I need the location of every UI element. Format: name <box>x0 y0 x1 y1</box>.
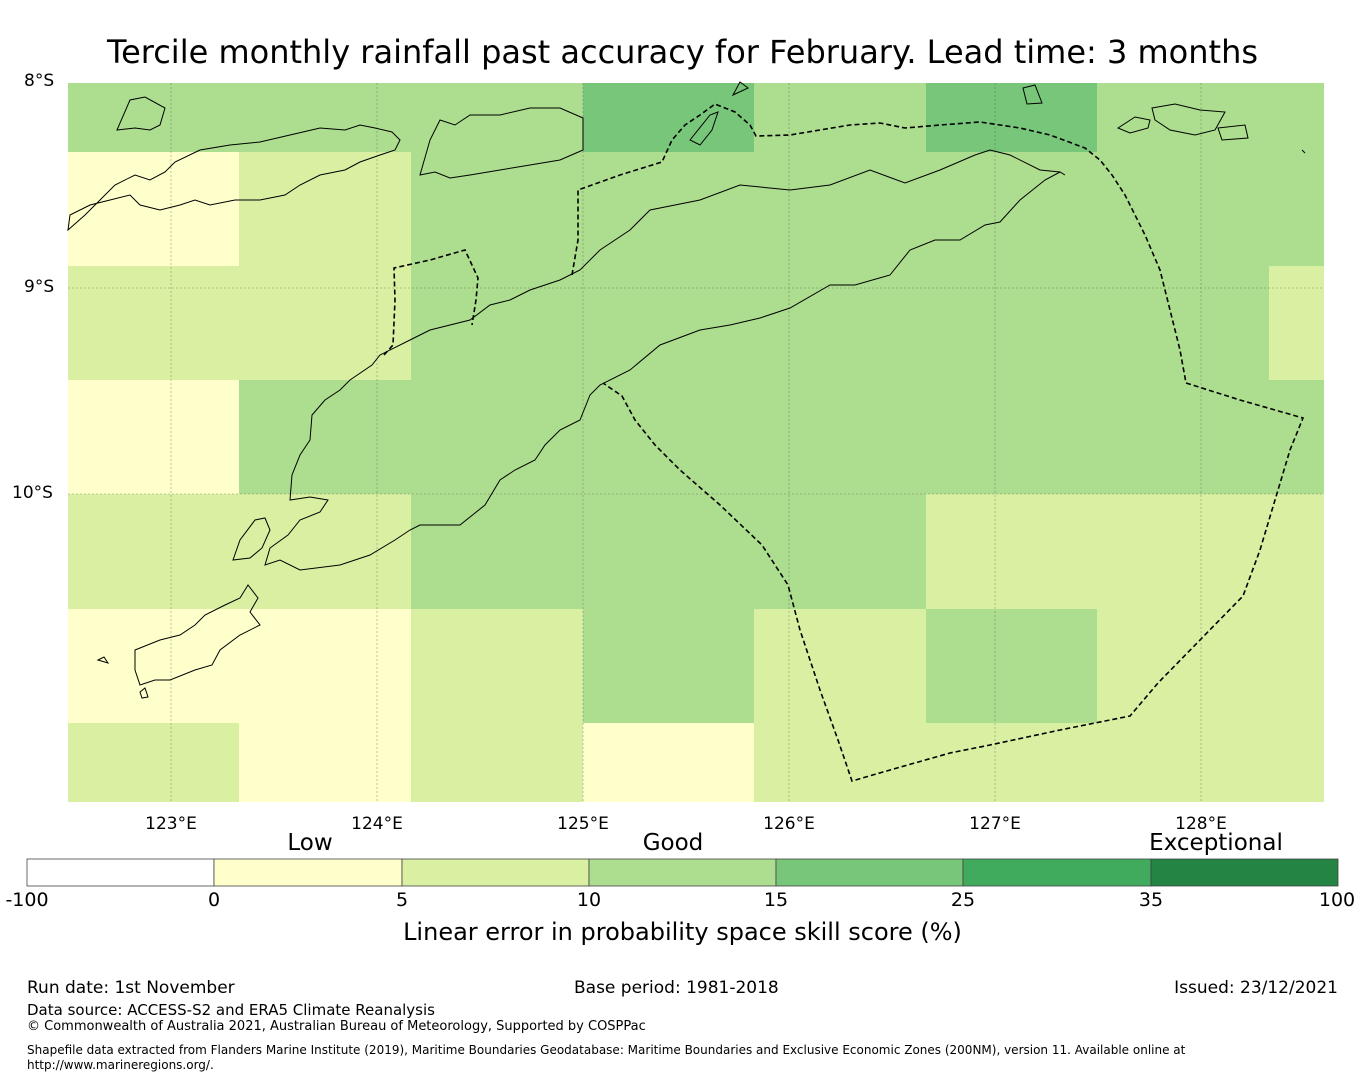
grid-cell <box>411 494 583 609</box>
oecusse-boundary <box>383 249 479 356</box>
copyright: © Commonwealth of Australia 2021, Austra… <box>27 1019 646 1034</box>
grid-cell <box>1097 152 1324 266</box>
grid-cell <box>68 609 239 723</box>
grid-cell <box>583 83 754 152</box>
run-date: Run date: 1st November <box>27 978 235 998</box>
grid-cell <box>754 609 926 723</box>
coastlines <box>67 81 1306 699</box>
lon-label-125e: 125°E <box>557 814 609 834</box>
grid-cell <box>68 380 239 494</box>
grid-cell <box>239 380 411 494</box>
category-good: Good <box>642 830 704 856</box>
grid-cell <box>754 494 926 609</box>
grid-cell <box>583 723 754 802</box>
lon-label-124e: 124°E <box>351 814 403 834</box>
grid-cell <box>583 152 754 266</box>
grid-cell <box>1097 380 1324 494</box>
grid-cell <box>583 609 754 723</box>
grid-cell <box>754 152 926 266</box>
lat-label-10s: 10°S <box>12 483 53 503</box>
colorbar-title: Linear error in probability space skill … <box>403 918 962 946</box>
grid-cell <box>926 609 1097 723</box>
colorbar-segment <box>26 858 215 887</box>
grid-cell <box>411 380 583 494</box>
colorbar-segment <box>1150 858 1339 887</box>
colorbar-tick-15: 15 <box>763 889 789 911</box>
grid-cell <box>411 266 583 380</box>
skill-grid <box>68 83 1324 802</box>
lat-label-9s: 9°S <box>24 277 55 297</box>
colorbar-segment <box>213 858 403 887</box>
timor-island-outline <box>264 149 1066 571</box>
roti-island-outline <box>232 517 271 561</box>
grid-cell <box>68 723 239 802</box>
colorbar-segment <box>775 858 964 887</box>
colorbar-segment <box>401 858 590 887</box>
grid-cell <box>411 83 583 152</box>
colorbar-tick-25: 25 <box>950 889 976 911</box>
colorbar-segment <box>962 858 1152 887</box>
graticule <box>68 83 1324 802</box>
lon-label-123e: 123°E <box>145 814 197 834</box>
colorbar-tick-100: 100 <box>1318 889 1356 911</box>
colorbar <box>26 858 1339 887</box>
grid-cell <box>411 723 583 802</box>
colorbar-tick-0: 0 <box>207 889 221 911</box>
grid-cell <box>68 83 239 152</box>
lon-label-127e: 127°E <box>969 814 1021 834</box>
grid-cell <box>926 380 1097 494</box>
grid-cell <box>68 266 239 380</box>
colorbar-tick-minus100: -100 <box>5 889 49 911</box>
shapefile-url: http://www.marineregions.org/. <box>27 1058 214 1072</box>
grid-cell <box>1269 266 1324 380</box>
grid-cell <box>926 83 1097 152</box>
grid-cell <box>239 152 411 266</box>
data-source: Data source: ACCESS-S2 and ERA5 Climate … <box>27 1001 435 1019</box>
base-period: Base period: 1981-2018 <box>574 978 779 998</box>
grid-cell <box>68 494 239 609</box>
colorbar-segment <box>588 858 777 887</box>
lon-label-128e: 128°E <box>1175 814 1227 834</box>
grid-cell <box>583 494 754 609</box>
grid-cell <box>239 494 411 609</box>
grid-cell <box>1097 723 1324 802</box>
grid-cell <box>583 266 754 380</box>
grid-cell <box>239 723 411 802</box>
maritime-boundaries <box>383 103 1305 782</box>
grid-cell <box>239 609 411 723</box>
issued-date: Issued: 23/12/2021 <box>1174 978 1338 998</box>
lat-label-8s: 8°S <box>24 71 55 91</box>
grid-cell <box>239 266 411 380</box>
grid-cell <box>754 723 926 802</box>
category-low: Low <box>287 830 333 856</box>
grid-cell <box>926 494 1097 609</box>
timor-leste-eez-boundary <box>571 103 1305 782</box>
grid-cell <box>926 723 1097 802</box>
flores-island-outline <box>67 124 401 232</box>
grid-cell <box>411 609 583 723</box>
category-exceptional: Exceptional <box>1149 830 1283 856</box>
grid-cell <box>754 83 926 152</box>
grid-cell <box>926 266 1097 380</box>
colorbar-tick-5: 5 <box>395 889 409 911</box>
grid-cell <box>1097 609 1324 723</box>
lon-label-126e: 126°E <box>763 814 815 834</box>
grid-cell <box>583 380 754 494</box>
grid-cell <box>754 380 926 494</box>
map-title: Tercile monthly rainfall past accuracy f… <box>106 33 1259 71</box>
colorbar-tick-10: 10 <box>576 889 602 911</box>
shapefile-credit: Shapefile data extracted from Flanders M… <box>27 1043 1186 1057</box>
sawu-island-outline <box>134 584 261 686</box>
grid-cell <box>1097 494 1324 609</box>
grid-cell <box>68 152 239 266</box>
colorbar-tick-35: 35 <box>1138 889 1164 911</box>
